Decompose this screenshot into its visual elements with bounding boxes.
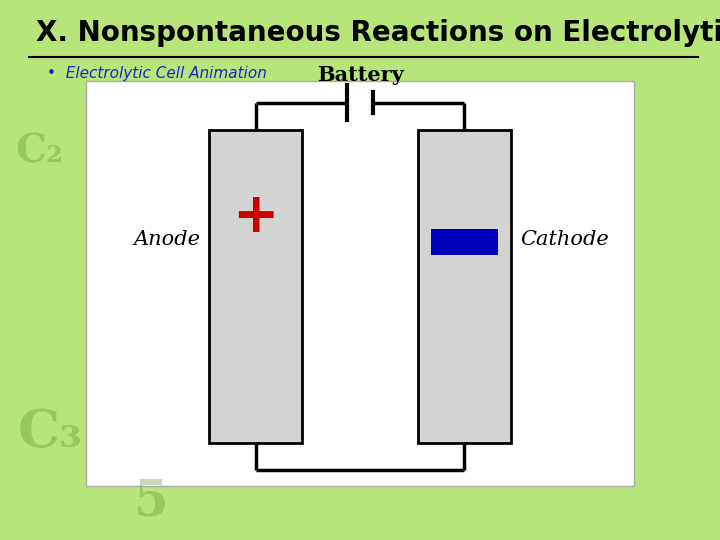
Text: C₃: C₃ [18, 407, 83, 457]
Bar [209, 130, 302, 443]
Text: Battery: Battery [317, 64, 403, 85]
Text: 5: 5 [134, 478, 168, 526]
Text: Cathode: Cathode [520, 230, 608, 249]
Bar [431, 229, 498, 255]
Text: •  Electrolytic Cell Animation: • Electrolytic Cell Animation [47, 66, 266, 81]
Text: Anode: Anode [133, 230, 200, 249]
Text: C₂: C₂ [16, 132, 63, 170]
Bar [86, 81, 634, 486]
Text: X. Nonspontaneous Reactions on Electrolytic Cells: X. Nonspontaneous Reactions on Electroly… [36, 19, 720, 47]
Bar [418, 130, 511, 443]
Text: +: + [233, 190, 279, 244]
